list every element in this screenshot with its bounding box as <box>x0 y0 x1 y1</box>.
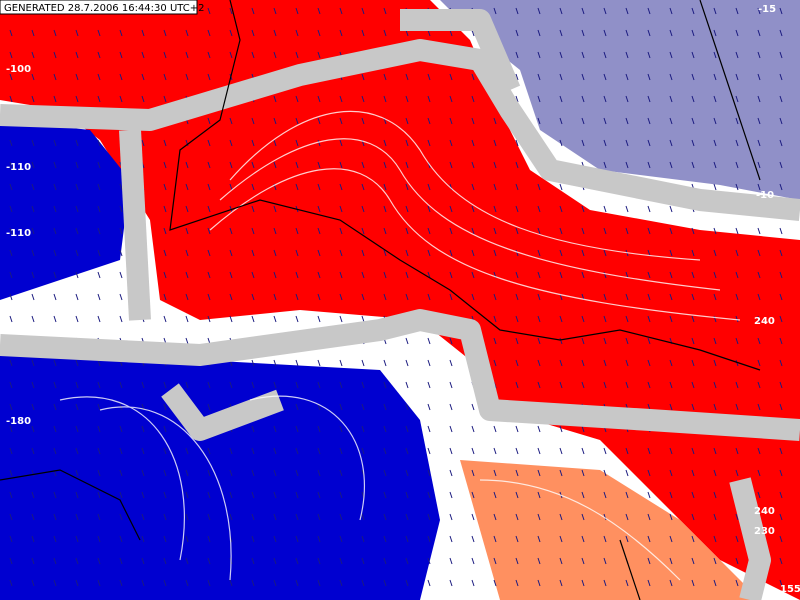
contour-label: -100 <box>6 64 31 75</box>
contour-label: -15 <box>758 4 776 15</box>
contour-label: -180 <box>6 416 31 427</box>
contour-label: -110 <box>6 228 31 239</box>
contour-label: 155 <box>780 584 800 595</box>
mask-bands <box>0 9 800 600</box>
contour-label: 230 <box>754 526 775 537</box>
header-box <box>0 0 198 15</box>
generated-label: GENERATED 28.7.2006 16:44:30 UTC+2 <box>4 3 205 14</box>
contour-label: 240 <box>754 506 775 517</box>
contours <box>59 110 741 581</box>
contour-label: -10 <box>756 190 774 201</box>
contour-label: -110 <box>6 162 31 173</box>
contour-label: 240 <box>754 316 775 327</box>
borders <box>0 0 761 600</box>
contour-labels: -15 -100 -110 -110 -180 -10 240 240 230 155 <box>6 4 800 595</box>
